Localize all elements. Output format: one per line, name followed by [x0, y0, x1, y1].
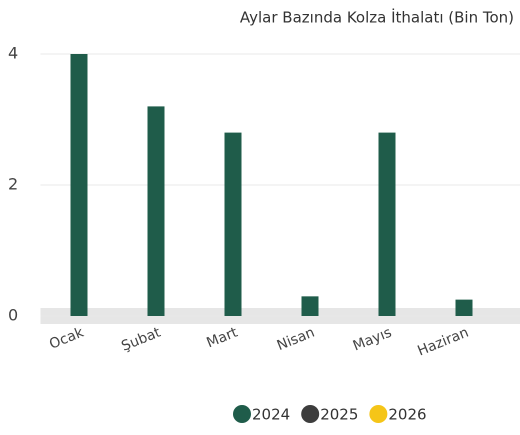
- x-tick-label: Nisan: [275, 325, 317, 354]
- legend-marker: [233, 405, 251, 423]
- chart-title: Aylar Bazında Kolza İthalatı (Bin Ton): [240, 8, 514, 27]
- legend-marker: [301, 405, 320, 423]
- bar: [378, 132, 396, 316]
- bar: [224, 132, 242, 316]
- x-tick-label: Mayıs: [351, 325, 394, 355]
- bar: [455, 299, 473, 316]
- bar: [70, 54, 88, 316]
- legend-label: 2025: [320, 406, 358, 424]
- bar: [301, 296, 319, 316]
- legend-marker: [369, 405, 388, 423]
- x-tick-label: Ocak: [47, 324, 87, 352]
- bar: [147, 106, 165, 317]
- x-tick-label: Mart: [204, 324, 240, 351]
- x-tick-label: Haziran: [415, 325, 471, 360]
- y-tick-label: 0: [8, 306, 18, 325]
- legend-label: 2024: [252, 406, 290, 424]
- x-tick-label: Şubat: [119, 324, 163, 354]
- y-tick-label: 2: [8, 175, 18, 194]
- y-tick-label: 4: [8, 44, 18, 63]
- legend-label: 2026: [388, 406, 426, 424]
